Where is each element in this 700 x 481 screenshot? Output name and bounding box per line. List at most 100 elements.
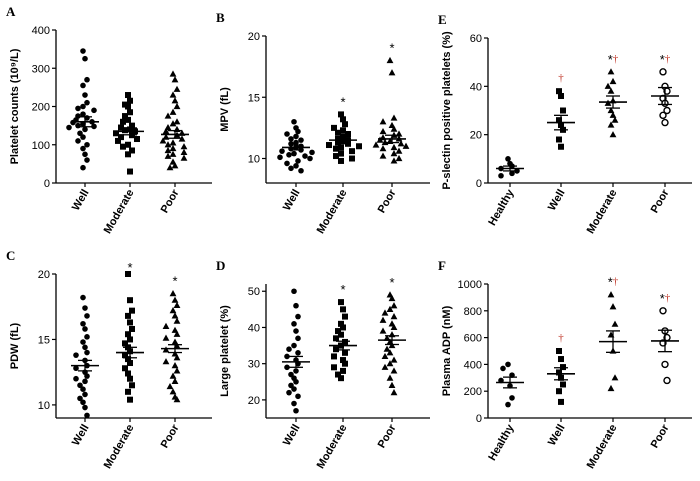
- y-tick-label: 15: [248, 92, 260, 104]
- y-tick-label: 40: [248, 322, 260, 334]
- data-point: [82, 55, 88, 62]
- data-point: [286, 152, 292, 158]
- data-point: [80, 111, 86, 117]
- panel-letter: A: [6, 4, 16, 19]
- data-point: [345, 140, 351, 147]
- data-point: [379, 127, 387, 135]
- data-point: [397, 140, 405, 147]
- data-point: [162, 127, 170, 134]
- data-point: [134, 136, 140, 143]
- y-tick-label: 0: [476, 178, 482, 190]
- asterisk: *: [660, 52, 665, 67]
- x-tick-label: Well: [70, 423, 92, 448]
- data-point: [556, 136, 562, 143]
- data-point: [388, 69, 396, 76]
- data-point: [560, 364, 566, 371]
- panel-letter: F: [438, 258, 446, 273]
- x-tick-label: Poor: [376, 422, 399, 450]
- x-tick-label: Poor: [159, 187, 182, 215]
- data-point: [386, 360, 394, 367]
- data-point: [162, 334, 170, 341]
- data-point: [349, 148, 355, 155]
- data-point: [164, 112, 172, 119]
- y-tick-label: 50: [248, 286, 260, 298]
- data-point: [390, 125, 398, 132]
- data-point: [169, 91, 177, 98]
- data-point: [291, 288, 297, 295]
- data-point: [293, 139, 299, 146]
- y-tick-label: 200: [32, 102, 50, 114]
- x-tick-label: Well: [281, 423, 303, 448]
- data-point: [342, 313, 348, 320]
- panel-letter: D: [216, 258, 225, 273]
- asterisk: *: [660, 291, 665, 306]
- data-point: [298, 137, 304, 143]
- data-point: [345, 131, 351, 137]
- data-point: [277, 154, 283, 161]
- data-point: [604, 82, 612, 89]
- data-point: [609, 303, 617, 310]
- panel-b: B 10 15 20 MPV (fL) Well Moderate * Poor *: [216, 10, 430, 236]
- y-tick-label: 400: [464, 359, 482, 371]
- data-point: [169, 70, 177, 77]
- data-point: [82, 326, 88, 332]
- x-tick-label: Moderate: [315, 188, 350, 236]
- data-point: [342, 360, 348, 367]
- data-point: [125, 92, 131, 99]
- data-point: [84, 99, 90, 106]
- data-point: [338, 331, 344, 338]
- data-point: [372, 141, 380, 148]
- data-point: [295, 350, 301, 356]
- data-point: [326, 142, 332, 149]
- y-tick-label: 40: [470, 81, 482, 93]
- x-tick-label: Well: [546, 188, 568, 213]
- data-point: [293, 133, 299, 140]
- data-point: [127, 97, 133, 104]
- data-point: [82, 378, 88, 385]
- data-point: [558, 143, 564, 150]
- data-point: [395, 147, 403, 154]
- data-point: [169, 144, 177, 152]
- data-point: [291, 386, 297, 392]
- significance-marker: *: [389, 275, 394, 290]
- data-point: [342, 349, 348, 356]
- data-point: [162, 358, 170, 365]
- significance-marker: *†: [660, 52, 671, 67]
- significance-marker: †: [558, 72, 564, 84]
- data-point: [288, 136, 294, 142]
- data-point: [340, 324, 346, 331]
- data-point: [295, 128, 301, 135]
- panel-letter: C: [6, 248, 15, 263]
- data-point: [335, 328, 341, 335]
- data-point: [402, 142, 410, 149]
- data-point: [118, 134, 124, 141]
- data-point: [335, 371, 341, 378]
- y-tick-label: 20: [248, 31, 260, 43]
- data-point: [82, 126, 88, 133]
- data-point: [73, 365, 79, 372]
- data-point: [80, 386, 86, 393]
- data-point: [129, 325, 135, 332]
- y-tick-label: 60: [470, 33, 482, 45]
- significance-marker: *: [127, 260, 132, 275]
- data-point: [162, 322, 170, 329]
- asterisk: *: [340, 94, 345, 109]
- data-point: [390, 323, 398, 331]
- data-point: [125, 151, 131, 158]
- data-point: [293, 368, 299, 374]
- y-tick-label: 800: [464, 306, 482, 318]
- data-point: [556, 388, 562, 395]
- data-point: [288, 165, 294, 172]
- data-point: [127, 109, 133, 116]
- x-tick-label: Moderate: [315, 423, 350, 471]
- y-tick-label: 100: [32, 140, 50, 152]
- data-point: [500, 365, 506, 372]
- dagger: †: [558, 332, 564, 344]
- data-point: [284, 131, 290, 137]
- data-point: [663, 106, 671, 115]
- panel-e: E 0 20 40 60 P-slectin positive platelets (%)…: [438, 12, 692, 236]
- data-point: [379, 152, 387, 159]
- data-point: [558, 356, 564, 363]
- data-point: [80, 164, 86, 171]
- data-point: [173, 301, 181, 309]
